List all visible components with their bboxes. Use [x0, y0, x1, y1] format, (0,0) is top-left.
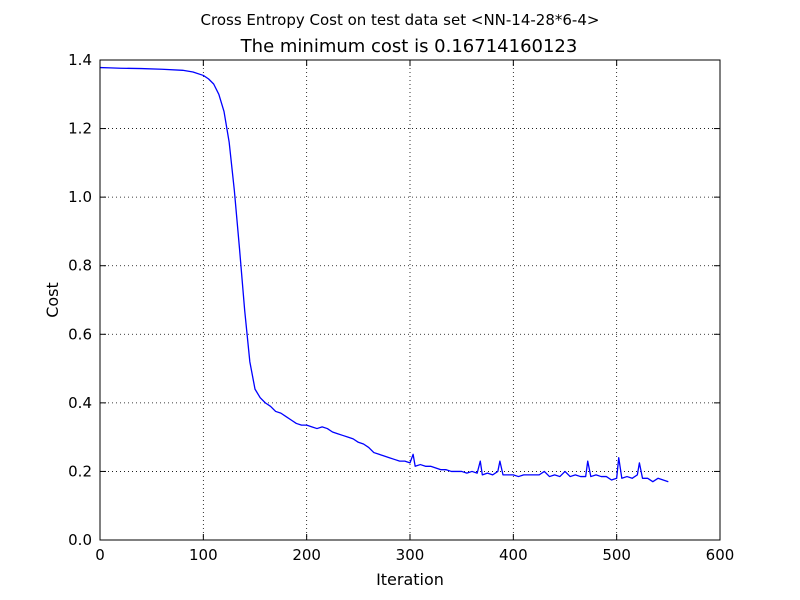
- grid: [100, 60, 720, 540]
- x-axis-label: Iteration: [376, 570, 444, 589]
- axis-ticks: 0 100 200 300 400 500 600 0.0 0.2 0.4 0.6 0.8 1.0 1.2…: [68, 51, 734, 564]
- chart-title: The minimum cost is 0.16714160123: [240, 36, 578, 57]
- y-tick-label: 1.4: [68, 51, 92, 69]
- chart-suptitle: Cross Entropy Cost on test data set <NN-…: [201, 11, 600, 29]
- x-tick-label: 600: [706, 546, 735, 564]
- cost-series-line: [99, 66, 669, 483]
- x-tick-label: 100: [189, 546, 218, 564]
- y-tick-label: 1.2: [68, 120, 92, 138]
- y-tick-label: 0.4: [68, 394, 92, 412]
- y-tick-label: 0.6: [68, 325, 92, 343]
- y-tick-label: 0.0: [68, 531, 92, 549]
- y-tick-label: 0.2: [68, 462, 92, 480]
- x-tick-label: 0: [95, 546, 105, 564]
- x-tick-label: 300: [396, 546, 425, 564]
- y-axis-label: Cost: [43, 282, 62, 318]
- x-tick-label: 400: [499, 546, 528, 564]
- y-tick-label: 0.8: [68, 257, 92, 275]
- y-tick-label: 1.0: [68, 188, 92, 206]
- series-layer: [99, 66, 669, 483]
- x-tick-label: 200: [292, 546, 321, 564]
- x-tick-label: 500: [602, 546, 631, 564]
